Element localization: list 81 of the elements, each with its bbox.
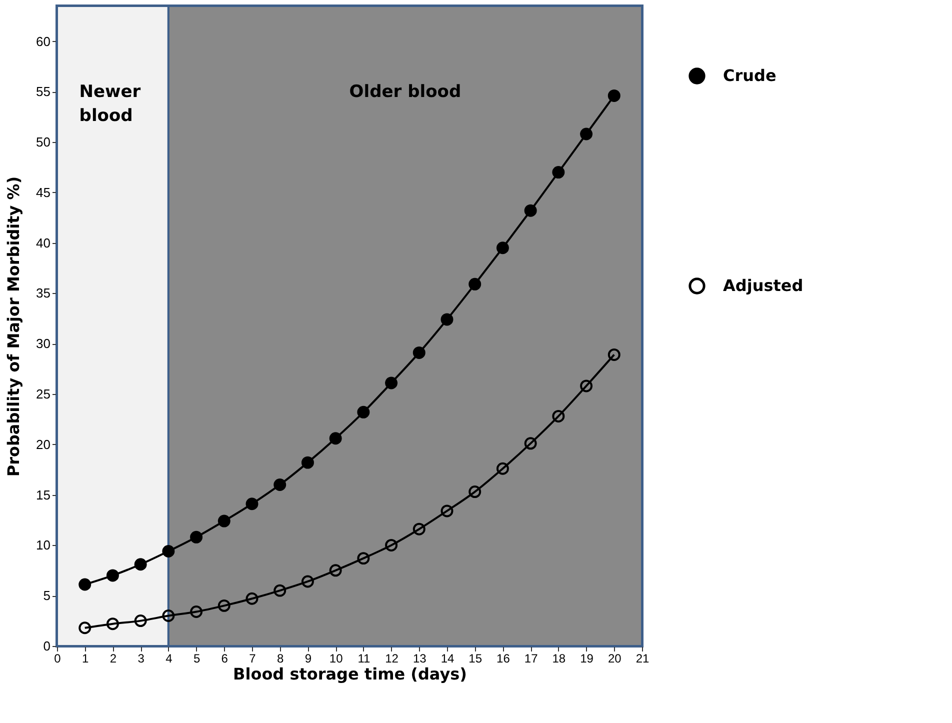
x-tick-label: 18 [552,652,566,666]
y-tick-label: 20 [36,436,50,452]
y-tick-label: 0 [43,638,50,654]
y-tick-label: 5 [43,588,50,604]
point [385,376,398,390]
x-tick-label: 14 [440,652,454,666]
point [496,242,509,254]
x-tick-label: 19 [580,652,594,666]
point [274,584,286,597]
point [329,432,342,445]
point [218,599,230,612]
x-tick-label: 1 [82,652,90,666]
y-axis-title: Probability of Major Morbidity %) [4,176,24,477]
point [78,622,92,634]
y-tick-label: 25 [36,386,50,402]
point [608,89,620,102]
x-axis-title: Blood storage time (days) [233,664,467,684]
point [134,558,147,571]
x-tick-label: 13 [412,652,427,666]
point [246,498,258,510]
x-tick-label: 20 [608,652,622,666]
x-tick-label: 7 [249,652,256,666]
band-label: Older blood [349,82,462,102]
x-tick-label: 8 [277,652,284,666]
y-tick-label: 60 [36,34,50,49]
point [524,437,537,450]
point [608,348,620,361]
point [580,380,593,392]
point [357,552,370,565]
point [78,578,92,591]
x-tick-label: 21 [636,652,650,666]
x-tick-label: 16 [496,652,510,666]
point [301,456,314,469]
x-tick-label: 3 [138,652,145,666]
point [552,410,565,422]
y-tick-label: 45 [36,184,50,200]
y-tick-label: 50 [36,134,50,150]
y-tick-label: 30 [36,336,50,352]
point [274,478,286,491]
x-tick-label: 0 [54,652,62,666]
point [218,514,230,528]
point [162,545,175,558]
x-tick-label: 6 [221,652,228,666]
y-tick-label: 55 [36,84,50,100]
point [162,610,175,622]
point [329,564,342,577]
point [246,592,258,605]
point [301,575,314,588]
point [190,606,203,618]
point [580,128,593,140]
x-tick-label: 5 [193,652,200,666]
y-tick-label: 35 [36,286,50,301]
y-tick-label: 15 [36,487,50,502]
point [357,406,370,418]
x-tick-label: 10 [329,652,344,666]
x-tick-label: 11 [358,652,370,666]
point [190,530,203,544]
legend-label: Adjusted [723,276,804,295]
point [552,166,565,179]
point [412,522,426,536]
point [134,614,147,628]
x-tick-label: 9 [304,652,312,666]
point [385,538,398,552]
x-tick-label: 12 [385,652,399,666]
point [106,618,119,630]
legend-label: Crude [723,66,776,85]
y-tick-label: 10 [36,538,50,553]
point [440,313,454,326]
x-tick-label: 2 [110,652,117,666]
point [412,346,426,359]
x-tick-label: 15 [468,652,482,666]
y-tick-label: 40 [36,235,50,250]
band-label: Newer blood [79,82,142,126]
point [468,486,482,498]
point [468,278,482,290]
point [106,569,119,582]
point [496,462,509,475]
x-tick-label: 4 [166,652,173,666]
x-tick-label: 17 [524,652,538,666]
point [524,204,537,217]
point [440,504,454,518]
